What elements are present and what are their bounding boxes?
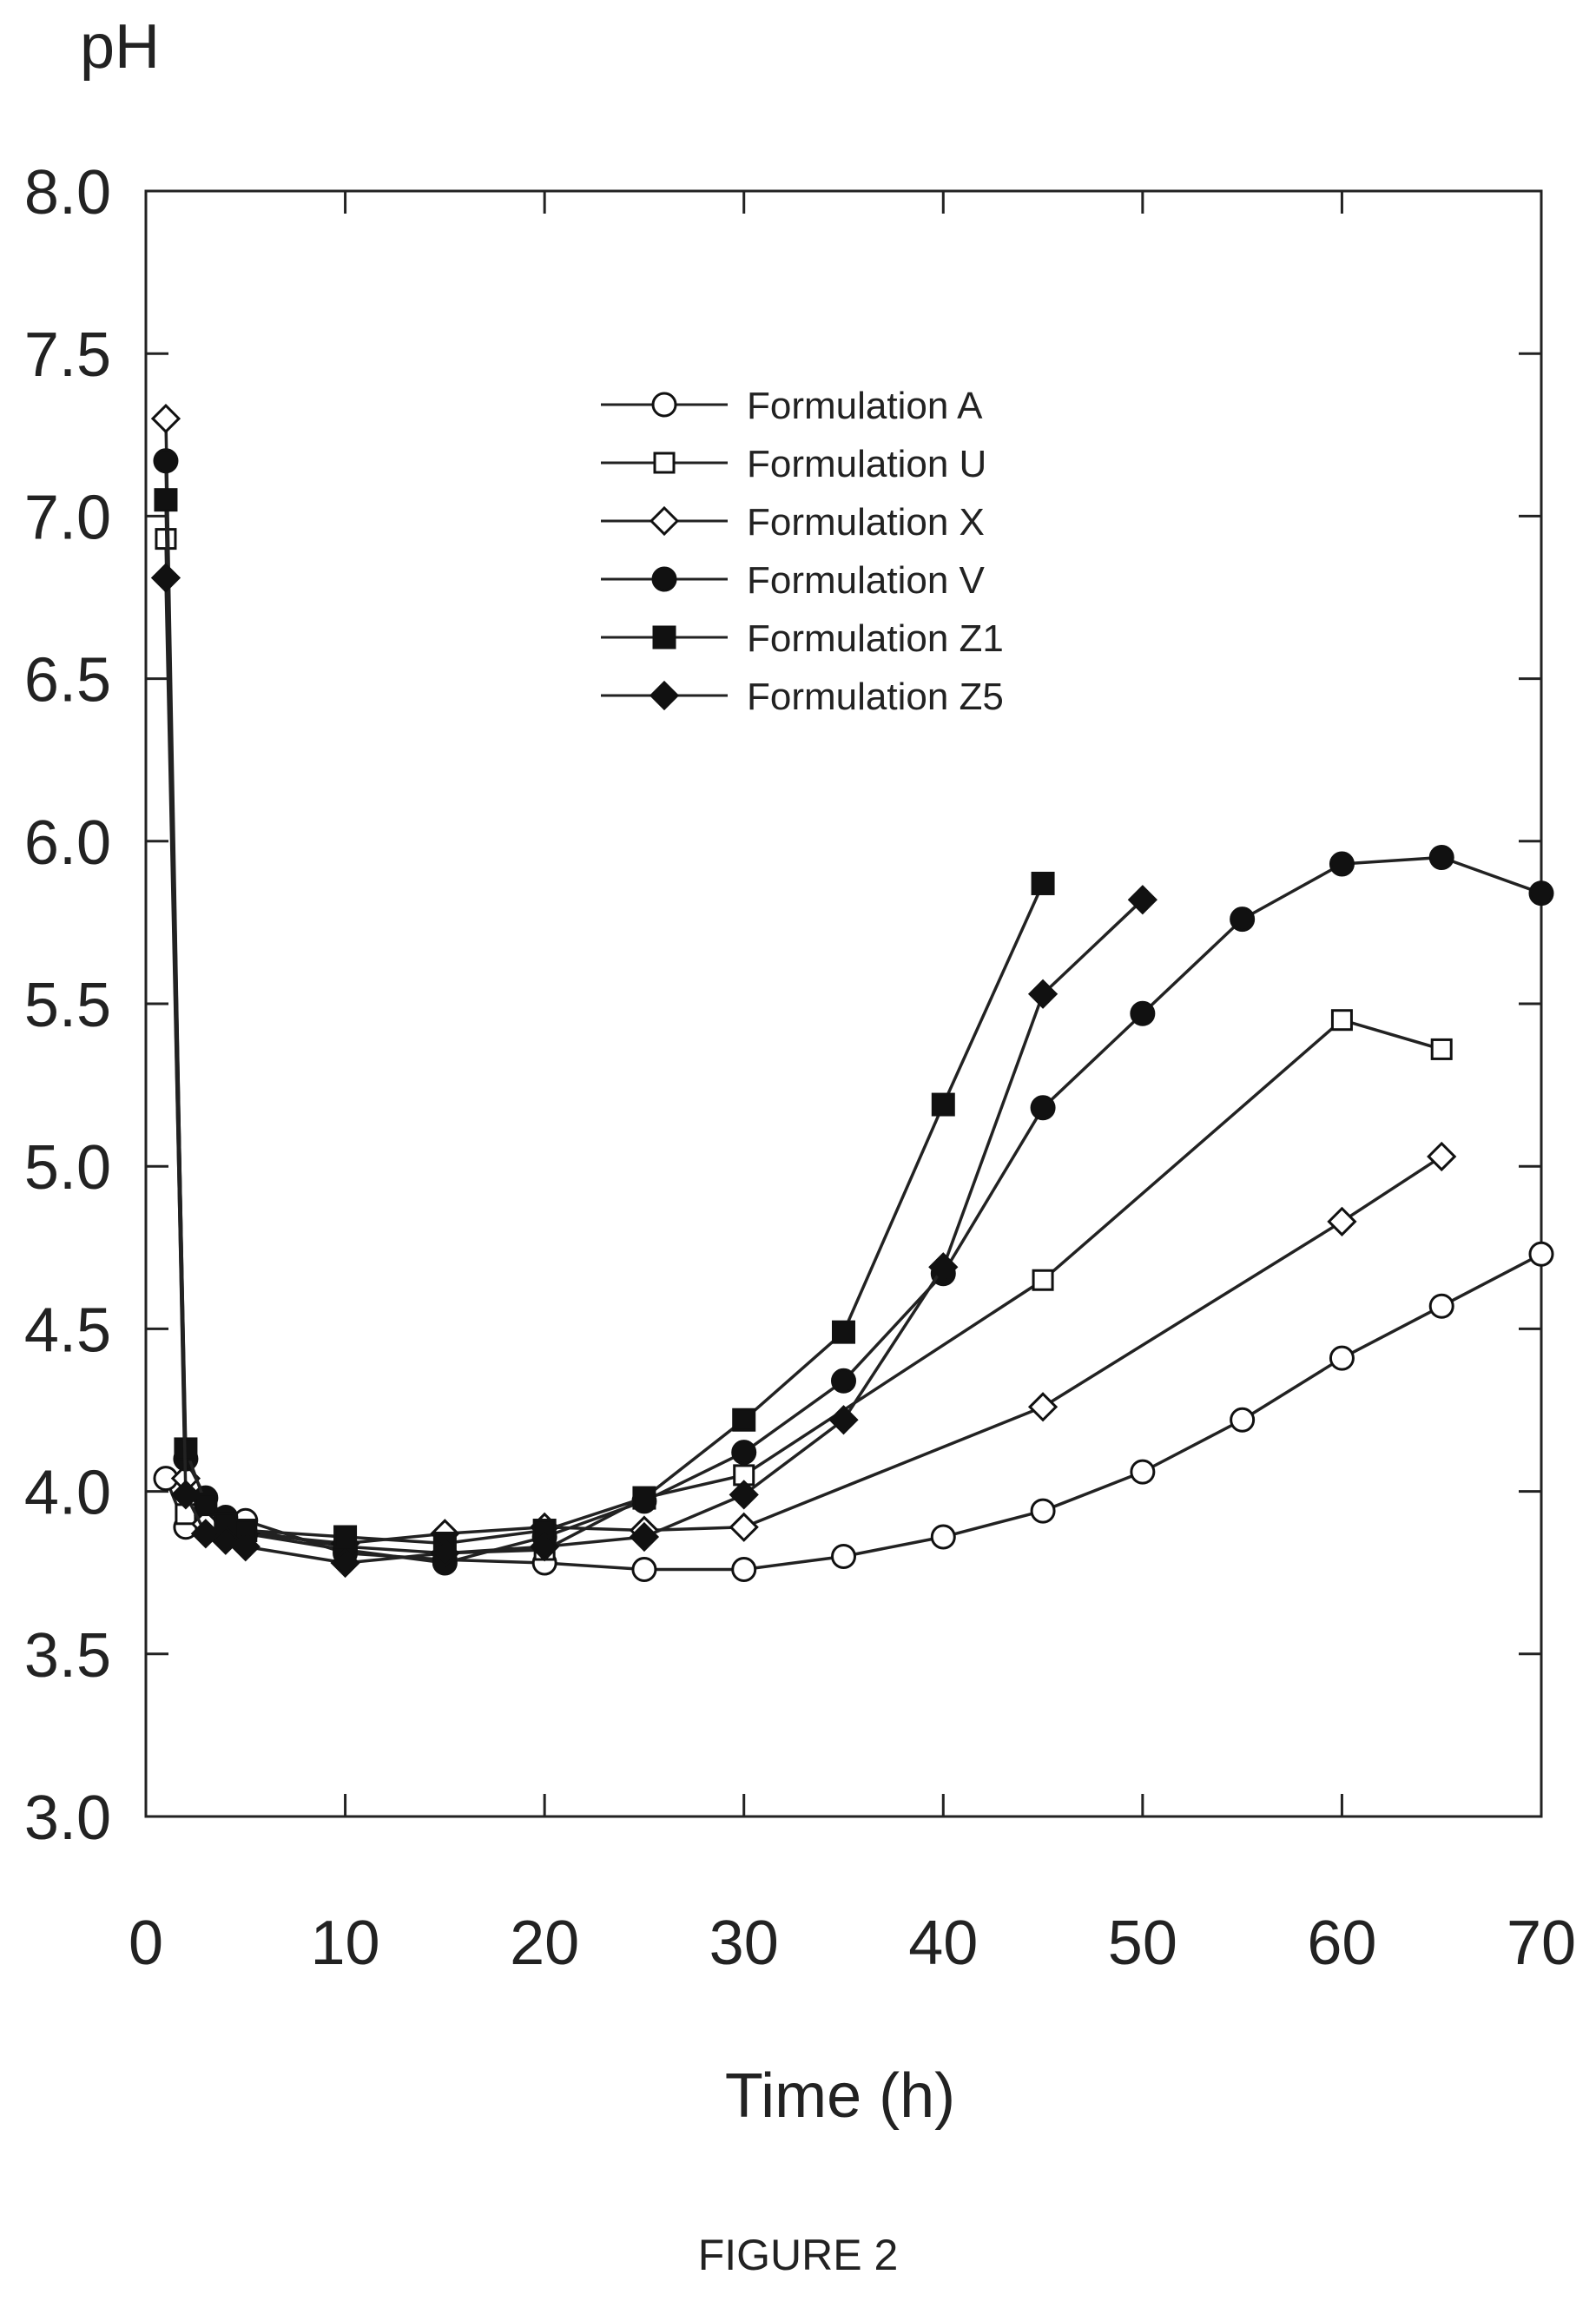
data-point [230, 1532, 261, 1562]
data-point [928, 1252, 959, 1282]
plot-frame [144, 189, 1543, 1818]
data-point [1030, 1095, 1056, 1121]
data-point [154, 488, 178, 512]
y-tick-label: 4.0 [24, 1459, 111, 1528]
data-point [931, 1092, 955, 1117]
y-tick-label: 5.5 [24, 971, 111, 1040]
data-point [430, 1538, 460, 1568]
y-tick-label: 5.0 [24, 1133, 111, 1203]
data-point [831, 1368, 856, 1394]
data-point [1330, 1009, 1353, 1032]
x-tick-label: 30 [709, 1909, 779, 1978]
data-point [333, 1525, 358, 1549]
data-point [1528, 880, 1554, 907]
y-axis-label: pH [80, 12, 160, 82]
data-point [1027, 979, 1059, 1009]
legend-item: Formulation V [601, 559, 986, 602]
data-point [729, 1512, 759, 1542]
x-axis-label: Time (h) [725, 2061, 955, 2131]
data-point [1329, 1345, 1355, 1371]
legend-marker [653, 452, 676, 474]
data-point [1130, 1000, 1156, 1026]
data-point [1032, 1269, 1054, 1291]
y-tick-label: 6.0 [24, 808, 111, 878]
legend-marker [651, 392, 677, 418]
legend-marker [651, 566, 677, 592]
y-tick-label: 7.5 [24, 320, 111, 390]
x-tick-label: 70 [1507, 1909, 1576, 1978]
legend-item: Formulation Z5 [601, 676, 1004, 718]
data-point [1030, 1498, 1056, 1524]
series-formulation-a [153, 1241, 1554, 1582]
data-point [632, 1486, 656, 1510]
y-tick-label: 4.5 [24, 1296, 111, 1365]
legend-label: Formulation Z5 [747, 676, 1004, 718]
data-point [828, 1405, 859, 1435]
data-point [629, 1521, 660, 1553]
legend-label: Formulation X [747, 501, 985, 544]
x-tick-label: 40 [908, 1909, 978, 1978]
data-point [731, 1556, 757, 1582]
data-point [1130, 1459, 1156, 1485]
legend-item: Formulation X [601, 501, 985, 544]
x-tick-label: 50 [1108, 1909, 1177, 1978]
legend-marker [652, 625, 676, 649]
legend-marker [649, 505, 680, 537]
data-point [1329, 851, 1355, 877]
x-axis: 0 10 20 30 40 50 60 70 [129, 191, 1576, 1978]
data-point [729, 1480, 759, 1510]
data-point [732, 1408, 756, 1432]
legend-marker [649, 680, 680, 711]
data-point [1327, 1206, 1357, 1236]
data-point [930, 1524, 956, 1550]
y-tick-label: 8.0 [24, 158, 111, 227]
x-tick-label: 0 [129, 1909, 163, 1978]
data-point [1427, 1141, 1457, 1172]
data-point [1027, 1392, 1059, 1422]
legend-item: Formulation A [601, 385, 983, 427]
data-point [150, 403, 181, 434]
data-point [153, 448, 179, 474]
legend-label: Formulation Z1 [747, 617, 1004, 660]
x-tick-label: 20 [510, 1909, 579, 1978]
y-tick-label: 6.5 [24, 646, 111, 715]
data-point [530, 1532, 560, 1562]
plot-border [144, 189, 1543, 1818]
legend-label: Formulation V [747, 559, 986, 602]
data-point [150, 563, 181, 593]
data-point [1430, 1038, 1453, 1060]
series-line [164, 1252, 1542, 1572]
data-point [832, 1320, 855, 1344]
data-point [330, 1547, 360, 1579]
series-formulation-z5 [150, 563, 1157, 1579]
data-point [1031, 871, 1055, 895]
figure-caption: FIGURE 2 [698, 2231, 899, 2279]
y-tick-label: 3.0 [24, 1783, 111, 1853]
legend: Formulation A Formulation U Formulation X F… [601, 385, 1004, 718]
y-axis: 3.0 3.5 4.0 4.5 5.0 5.5 6.0 6.5 7.0 7.5 8.0 [24, 158, 1541, 1853]
data-point [731, 1440, 757, 1466]
data-point [1127, 885, 1157, 915]
legend-label: Formulation A [747, 385, 983, 427]
data-point [831, 1543, 856, 1569]
y-tick-label: 7.0 [24, 483, 111, 552]
data-point [1428, 1293, 1454, 1319]
x-tick-label: 60 [1307, 1909, 1376, 1978]
legend-item: Formulation Z1 [601, 617, 1004, 660]
x-tick-label: 10 [311, 1909, 380, 1978]
series-group [150, 403, 1554, 1582]
legend-label: Formulation U [747, 443, 986, 485]
y-tick-label: 3.5 [24, 1621, 111, 1691]
data-point [194, 1493, 218, 1517]
data-point [1428, 845, 1454, 871]
series-line [164, 577, 1144, 1565]
data-point [1230, 907, 1256, 933]
data-point [631, 1556, 657, 1582]
legend-item: Formulation U [601, 443, 986, 485]
data-point [1528, 1241, 1554, 1267]
data-point [1230, 1407, 1256, 1433]
data-point [170, 1480, 201, 1510]
